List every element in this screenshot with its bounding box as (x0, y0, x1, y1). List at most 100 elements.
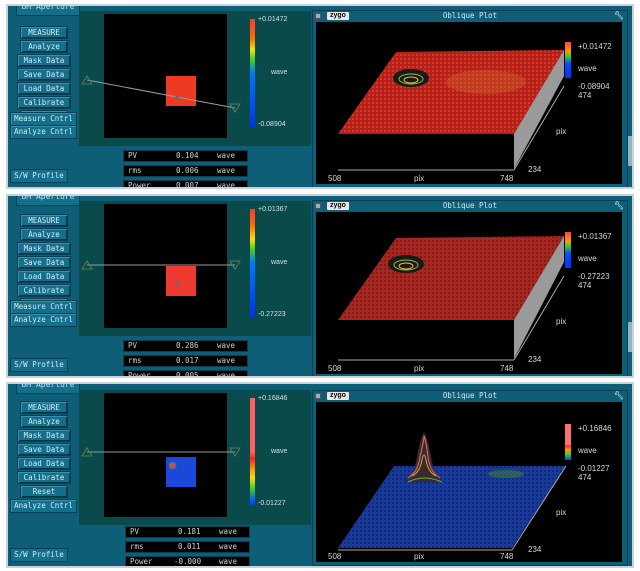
save-data-button[interactable]: Save Data (17, 256, 71, 269)
wrench-icon[interactable]: 🔧︎ (613, 11, 624, 20)
stat-row-pv: PV 0.181 wave (125, 526, 250, 538)
y-axis-max: 474 (578, 473, 592, 482)
plot-scale-min: -0.08904 (578, 82, 610, 91)
x-axis-min: 508 (328, 174, 342, 183)
profile-line[interactable] (79, 11, 311, 146)
plot-colorbar (565, 232, 571, 268)
oblique-surface (338, 236, 565, 361)
oblique-plot-area[interactable]: +0.01367 wave -0.27223 474 pix 234 508 p… (316, 212, 622, 374)
stats-table: PV 0.104 wave rms 0.006 wave Power 0.007 wave (123, 150, 248, 187)
measurement-panel-1: BM Aperture MEASURE Analyze Mask Data Sa… (6, 4, 634, 189)
sample-region (166, 76, 196, 106)
x-axis-max: 748 (500, 552, 514, 561)
colorbar (250, 398, 255, 506)
colorbar-unit: wave (271, 448, 288, 455)
scrollbar[interactable] (628, 136, 632, 166)
measure-button[interactable]: MEASURE (20, 401, 68, 414)
x-axis-label: pix (414, 174, 425, 183)
y-axis-label: pix (556, 508, 567, 517)
x-axis-label: pix (414, 364, 425, 373)
peak-spot (170, 463, 175, 468)
zygo-logo: zygo (327, 12, 349, 20)
y-axis-min: 234 (528, 165, 542, 174)
colorbar-unit: wave (271, 69, 288, 76)
mask-data-button[interactable]: Mask Data (17, 429, 71, 442)
colorbar-unit: wave (271, 259, 288, 266)
colorbar-min: -0.01227 (258, 500, 286, 507)
surface-map[interactable] (104, 393, 227, 517)
calibrate-button[interactable]: Calibrate (17, 284, 71, 297)
aperture-label[interactable]: BM Aperture (16, 196, 80, 206)
load-data-button[interactable]: Load Data (17, 457, 71, 470)
aperture-label[interactable]: BM Aperture (16, 6, 80, 16)
measure-cntrl-button[interactable]: Measure Cntrl (10, 300, 77, 314)
profile-line[interactable] (79, 201, 311, 336)
plot-scale-unit: wave (578, 64, 597, 73)
analyze-button[interactable]: Analyze (20, 415, 68, 428)
x-axis-max: 748 (500, 174, 514, 183)
colorbar-min: -0.27223 (258, 311, 286, 318)
analyze-cntrl-button[interactable]: Analyze Cntrl (10, 125, 77, 139)
window-menu-button[interactable] (315, 393, 321, 399)
intensity-map-frame: +0.01472 wave -0.08904 (79, 11, 311, 146)
oblique-plot-window: Oblique Plot zygo 🔧︎ +0.01367 wave -0.27… (312, 200, 628, 376)
plot-scale-unit: wave (578, 446, 597, 455)
measure-button[interactable]: MEASURE (20, 214, 68, 227)
oblique-plot-window: Oblique Plot zygo 🔧︎ +0.16846 wave -0.01… (312, 390, 628, 566)
analyze-button[interactable]: Analyze (20, 228, 68, 241)
colorbar (250, 209, 255, 317)
stat-row-power: Power 0.005 wave (123, 370, 248, 376)
surface-map[interactable] (104, 14, 227, 138)
oblique-plot-area[interactable]: +0.01472 wave -0.08904 474 pix 234 508 p… (316, 22, 622, 184)
sample-region (166, 266, 196, 296)
plot-colorbar (565, 42, 571, 78)
oblique-plot-area[interactable]: +0.16846 wave -0.01227 474 pix 234 508 p… (316, 402, 622, 562)
analyze-cntrl-button[interactable]: Analyze Cntrl (10, 313, 77, 327)
reset-button[interactable]: Reset (20, 485, 68, 498)
plot-title: Oblique Plot (313, 201, 627, 211)
stat-row-power: Power 0.007 wave (123, 180, 248, 187)
plot-scale-unit: wave (578, 254, 597, 263)
save-data-button[interactable]: Save Data (17, 443, 71, 456)
y-axis-label: pix (556, 127, 567, 136)
action-button-column: MEASURE Analyze Mask Data Save Data Load… (17, 18, 72, 124)
plot-scale-max: +0.01367 (578, 232, 612, 241)
sw-profile-button[interactable]: S/W Profile (10, 358, 68, 372)
sw-profile-button[interactable]: S/W Profile (10, 169, 68, 183)
sw-profile-button[interactable]: S/W Profile (10, 548, 68, 562)
intensity-map-frame: +0.16846 wave -0.01227 (79, 390, 311, 525)
load-data-button[interactable]: Load Data (17, 82, 71, 95)
plot-scale-min: -0.27223 (578, 272, 610, 281)
analyze-cntrl-button[interactable]: Analyze Cntrl (10, 499, 77, 513)
wrench-icon[interactable]: 🔧︎ (613, 201, 624, 210)
surface-map[interactable] (104, 204, 227, 328)
profile-line[interactable] (79, 390, 311, 525)
zygo-logo: zygo (327, 202, 349, 210)
window-menu-button[interactable] (315, 13, 321, 19)
stat-row-pv: PV 0.286 wave (123, 340, 248, 352)
y-axis-min: 234 (528, 545, 542, 554)
measure-button[interactable]: MEASURE (20, 26, 68, 39)
measurement-panel-3: BM Aperture MEASURE Analyze Mask Data Sa… (6, 382, 634, 568)
analyze-button[interactable]: Analyze (20, 40, 68, 53)
calibrate-button[interactable]: Calibrate (17, 471, 71, 484)
stats-table: PV 0.181 wave rms 0.011 wave Power -0.000 wave (125, 526, 250, 566)
scrollbar[interactable] (628, 322, 632, 352)
plot-scale-max: +0.01472 (578, 42, 612, 51)
plot-title: Oblique Plot (313, 391, 627, 401)
load-data-button[interactable]: Load Data (17, 270, 71, 283)
stat-row-pv: PV 0.104 wave (123, 150, 248, 162)
colorbar-min: -0.08904 (258, 121, 286, 128)
wrench-icon[interactable]: 🔧︎ (613, 391, 624, 400)
calibrate-button[interactable]: Calibrate (17, 96, 71, 109)
x-axis-max: 748 (500, 364, 514, 373)
mask-data-button[interactable]: Mask Data (17, 54, 71, 67)
aperture-label[interactable]: BM Aperture (16, 384, 80, 394)
colorbar-max: +0.01472 (258, 16, 288, 23)
window-menu-button[interactable] (315, 203, 321, 209)
colorbar-max: +0.01367 (258, 206, 288, 213)
save-data-button[interactable]: Save Data (17, 68, 71, 81)
mask-data-button[interactable]: Mask Data (17, 242, 71, 255)
measure-cntrl-button[interactable]: Measure Cntrl (10, 112, 77, 126)
measurement-panel-2: BM Aperture MEASURE Analyze Mask Data Sa… (6, 194, 634, 378)
